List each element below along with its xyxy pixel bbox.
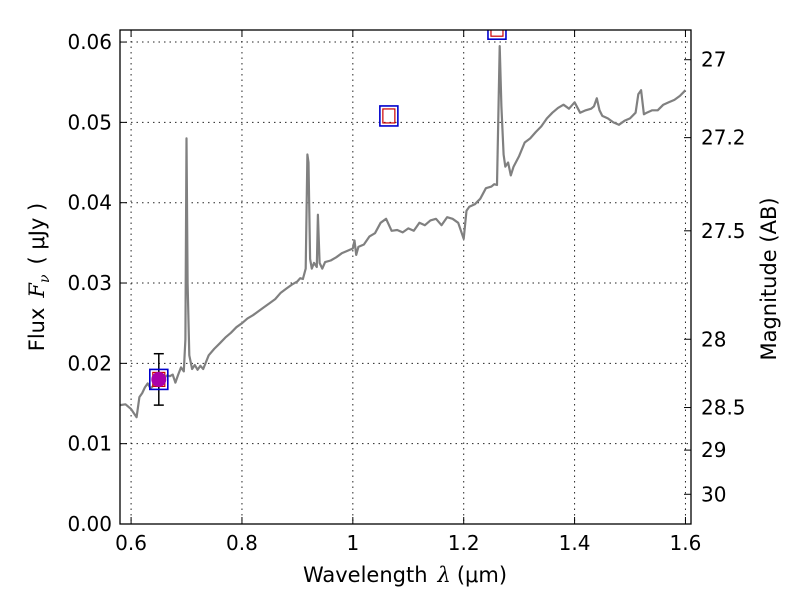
photometry-inner-marker <box>490 30 504 37</box>
y-axis-title: FluxFν( μJy ) <box>25 203 53 351</box>
x-tick-label: 1.2 <box>448 531 480 555</box>
spectrum-line <box>120 44 687 419</box>
y2-tick-label: 27.5 <box>701 219 746 243</box>
y2-tick-label: 29 <box>701 438 726 462</box>
y-tick-label: 0.05 <box>67 110 112 134</box>
y-tick-label: 0.02 <box>67 351 112 375</box>
photometry-outer-marker <box>487 30 507 40</box>
y-tick-label: 0.04 <box>67 191 112 215</box>
x-tick-label: 0.6 <box>115 531 147 555</box>
x-axis-title: Wavelength λ (μm) <box>303 563 507 587</box>
photometry-outer-marker <box>149 368 169 391</box>
photometry-point <box>151 371 167 387</box>
plot-frame <box>119 29 692 525</box>
grid-layer <box>120 30 691 525</box>
y-tick-label: 0.01 <box>67 432 112 456</box>
y2-tick-label: 27.2 <box>701 126 746 150</box>
x-tick-label: 1.6 <box>670 531 702 555</box>
x-tick-label: 0.8 <box>226 531 258 555</box>
y2-tick-label: 30 <box>701 482 726 506</box>
series-layer <box>120 44 687 419</box>
y-tick-label: 0.06 <box>67 30 112 54</box>
y2-tick-label: 28 <box>701 327 726 351</box>
y-tick-label: 0.00 <box>67 512 112 536</box>
photometry-inner-marker <box>382 108 396 124</box>
tick-layer: 0.6 0.8 1 1.2 1.4 1.6 0.00 0.01 0.02 0.03 0.04 0.05… <box>67 30 746 555</box>
y2-tick-label: 28.5 <box>701 396 746 420</box>
y-tick-label: 0.03 <box>67 271 112 295</box>
y2-tick-label: 27 <box>701 48 726 72</box>
x-tick-label: 1.4 <box>559 531 591 555</box>
x-tick-label: 1 <box>346 531 359 555</box>
marker-layer <box>149 30 507 406</box>
photometry-outer-marker <box>379 105 399 127</box>
y2-axis-title: Magnitude (AB) <box>757 197 781 360</box>
